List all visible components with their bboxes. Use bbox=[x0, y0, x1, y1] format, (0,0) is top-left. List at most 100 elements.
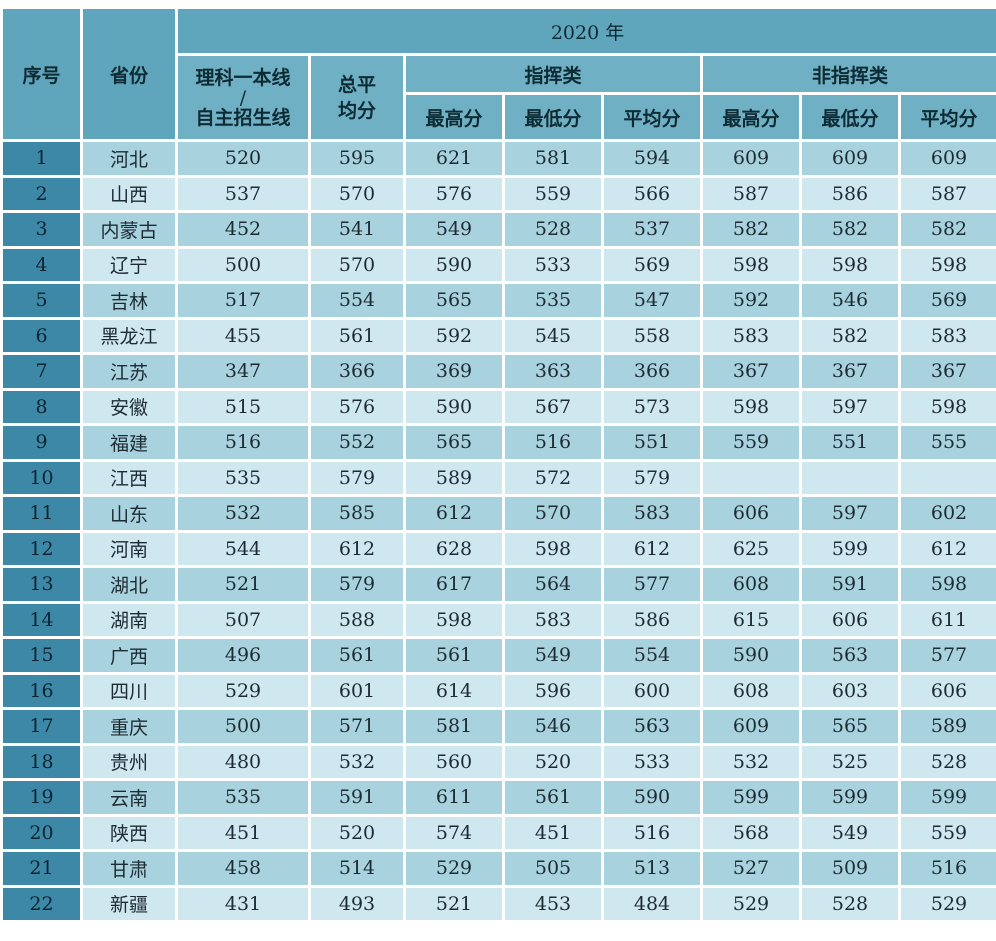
command-min-cell: 549 bbox=[505, 639, 601, 672]
noncommand-avg-cell: 583 bbox=[901, 319, 996, 352]
table-row: 6 黑龙江 455 561 592 545 558 583 582 583 bbox=[3, 319, 996, 352]
line-score-cell: 507 bbox=[178, 603, 308, 636]
noncommand-max-cell: 608 bbox=[703, 568, 799, 601]
total-avg-cell: 541 bbox=[311, 213, 403, 246]
command-avg-cell: 577 bbox=[604, 568, 700, 601]
command-avg-cell: 569 bbox=[604, 248, 700, 281]
table-row: 14 湖南 507 588 598 583 586 615 606 611 bbox=[3, 603, 996, 636]
noncommand-avg-cell: 609 bbox=[901, 142, 996, 175]
line-score-cell: 535 bbox=[178, 461, 308, 494]
total-avg-cell: 493 bbox=[311, 887, 403, 920]
header-total-part1: 总平 bbox=[337, 73, 376, 96]
line-score-cell: 520 bbox=[178, 142, 308, 175]
line-score-cell: 544 bbox=[178, 532, 308, 565]
noncommand-max-cell: 592 bbox=[703, 284, 799, 317]
row-index: 12 bbox=[3, 532, 80, 565]
row-index: 9 bbox=[3, 426, 80, 459]
noncommand-min-cell: 598 bbox=[802, 248, 898, 281]
noncommand-min-cell: 586 bbox=[802, 177, 898, 210]
noncommand-min-cell: 597 bbox=[802, 390, 898, 423]
noncommand-max-cell: 615 bbox=[703, 603, 799, 636]
table-row: 3 内蒙古 452 541 549 528 537 582 582 582 bbox=[3, 213, 996, 246]
line-score-cell: 496 bbox=[178, 639, 308, 672]
table-row: 15 广西 496 561 561 549 554 590 563 577 bbox=[3, 639, 996, 672]
row-index: 6 bbox=[3, 319, 80, 352]
noncommand-max-cell: 559 bbox=[703, 426, 799, 459]
noncommand-avg-cell: 598 bbox=[901, 390, 996, 423]
row-index: 11 bbox=[3, 497, 80, 530]
command-min-cell: 453 bbox=[505, 887, 601, 920]
noncommand-max-cell: 529 bbox=[703, 887, 799, 920]
header-noncommand-min: 最低分 bbox=[802, 95, 898, 139]
total-avg-cell: 579 bbox=[311, 568, 403, 601]
line-score-cell: 535 bbox=[178, 781, 308, 814]
command-min-cell: 561 bbox=[505, 781, 601, 814]
command-min-cell: 564 bbox=[505, 568, 601, 601]
command-min-cell: 596 bbox=[505, 674, 601, 707]
table-row: 21 甘肃 458 514 529 505 513 527 509 516 bbox=[3, 852, 996, 885]
command-min-cell: 545 bbox=[505, 319, 601, 352]
command-max-cell: 561 bbox=[406, 639, 502, 672]
line-score-cell: 500 bbox=[178, 710, 308, 743]
command-max-cell: 369 bbox=[406, 355, 502, 388]
total-avg-cell: 561 bbox=[311, 639, 403, 672]
total-avg-cell: 579 bbox=[311, 461, 403, 494]
province-cell: 广西 bbox=[83, 639, 175, 672]
table-row: 18 贵州 480 532 560 520 533 532 525 528 bbox=[3, 745, 996, 778]
noncommand-max-cell: 625 bbox=[703, 532, 799, 565]
line-score-cell: 517 bbox=[178, 284, 308, 317]
total-avg-cell: 612 bbox=[311, 532, 403, 565]
command-max-cell: 621 bbox=[406, 142, 502, 175]
row-index: 20 bbox=[3, 816, 80, 849]
table-row: 8 安徽 515 576 590 567 573 598 597 598 bbox=[3, 390, 996, 423]
command-max-cell: 521 bbox=[406, 887, 502, 920]
command-min-cell: 598 bbox=[505, 532, 601, 565]
command-max-cell: 560 bbox=[406, 745, 502, 778]
noncommand-min-cell: 563 bbox=[802, 639, 898, 672]
line-score-cell: 515 bbox=[178, 390, 308, 423]
province-cell: 四川 bbox=[83, 674, 175, 707]
command-max-cell: 565 bbox=[406, 284, 502, 317]
command-min-cell: 535 bbox=[505, 284, 601, 317]
noncommand-avg-cell: 569 bbox=[901, 284, 996, 317]
line-score-cell: 458 bbox=[178, 852, 308, 885]
noncommand-min-cell bbox=[802, 461, 898, 494]
province-cell: 云南 bbox=[83, 781, 175, 814]
table-row: 5 吉林 517 554 565 535 547 592 546 569 bbox=[3, 284, 996, 317]
row-index: 21 bbox=[3, 852, 80, 885]
noncommand-max-cell: 583 bbox=[703, 319, 799, 352]
province-cell: 湖南 bbox=[83, 603, 175, 636]
total-avg-cell: 588 bbox=[311, 603, 403, 636]
noncommand-max-cell bbox=[703, 461, 799, 494]
province-cell: 内蒙古 bbox=[83, 213, 175, 246]
line-score-cell: 480 bbox=[178, 745, 308, 778]
noncommand-avg-cell: 516 bbox=[901, 852, 996, 885]
noncommand-max-cell: 568 bbox=[703, 816, 799, 849]
total-avg-cell: 576 bbox=[311, 390, 403, 423]
table-row: 17 重庆 500 571 581 546 563 609 565 589 bbox=[3, 710, 996, 743]
line-score-cell: 451 bbox=[178, 816, 308, 849]
row-index: 10 bbox=[3, 461, 80, 494]
command-avg-cell: 579 bbox=[604, 461, 700, 494]
province-cell: 甘肃 bbox=[83, 852, 175, 885]
noncommand-max-cell: 590 bbox=[703, 639, 799, 672]
command-avg-cell: 516 bbox=[604, 816, 700, 849]
noncommand-max-cell: 609 bbox=[703, 710, 799, 743]
total-avg-cell: 514 bbox=[311, 852, 403, 885]
header-noncommand-max: 最高分 bbox=[703, 95, 799, 139]
province-cell: 湖北 bbox=[83, 568, 175, 601]
command-avg-cell: 590 bbox=[604, 781, 700, 814]
province-cell: 吉林 bbox=[83, 284, 175, 317]
command-max-cell: 576 bbox=[406, 177, 502, 210]
noncommand-min-cell: 599 bbox=[802, 532, 898, 565]
noncommand-avg-cell: 529 bbox=[901, 887, 996, 920]
noncommand-avg-cell: 606 bbox=[901, 674, 996, 707]
command-avg-cell: 566 bbox=[604, 177, 700, 210]
total-avg-cell: 570 bbox=[311, 177, 403, 210]
total-avg-cell: 585 bbox=[311, 497, 403, 530]
noncommand-max-cell: 582 bbox=[703, 213, 799, 246]
province-cell: 河南 bbox=[83, 532, 175, 565]
command-avg-cell: 583 bbox=[604, 497, 700, 530]
command-max-cell: 549 bbox=[406, 213, 502, 246]
province-cell: 安徽 bbox=[83, 390, 175, 423]
